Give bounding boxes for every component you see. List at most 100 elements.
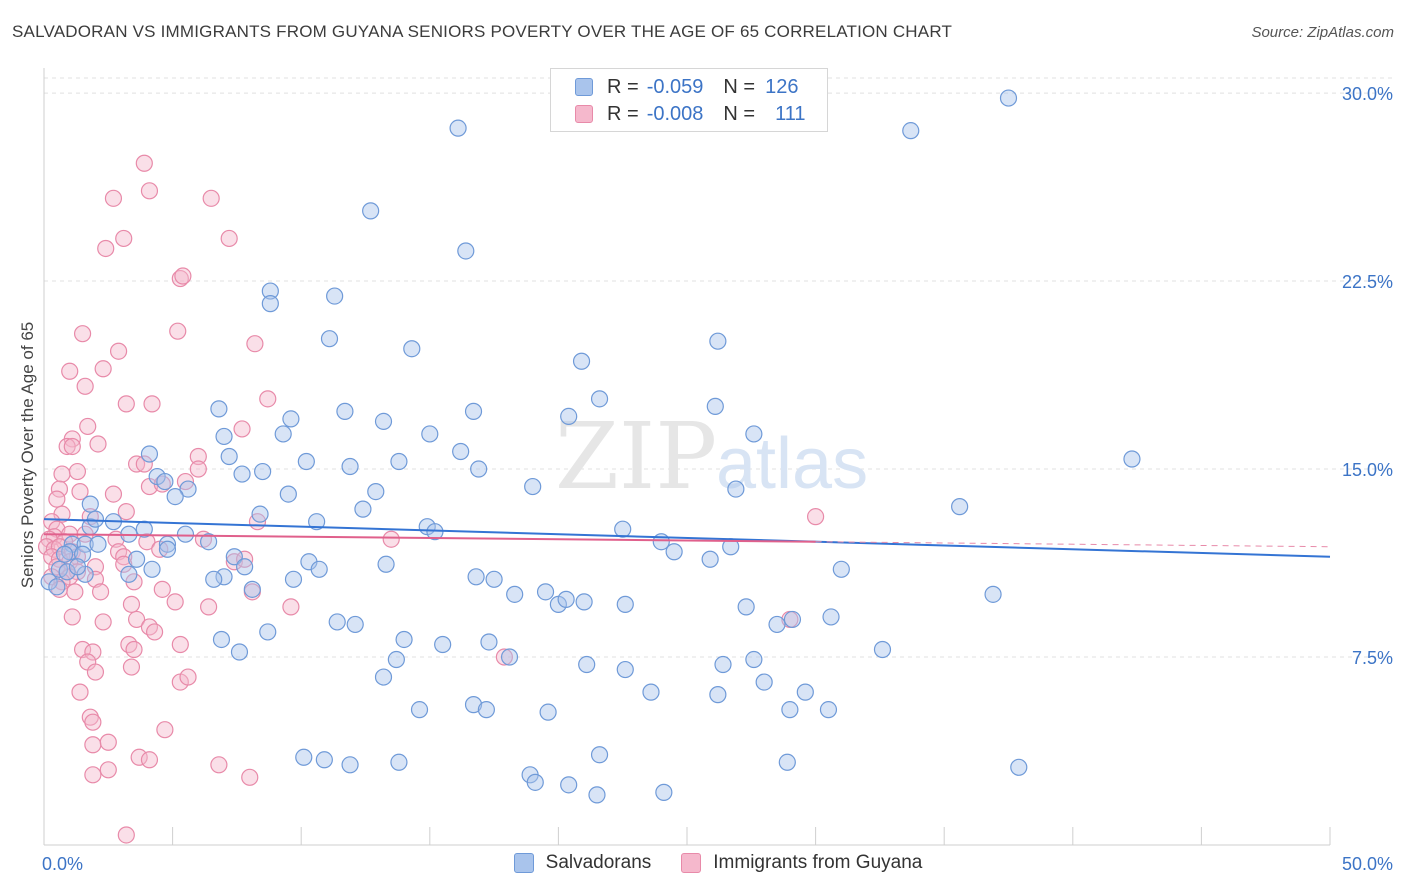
data-point <box>282 410 300 428</box>
data-point <box>179 480 197 498</box>
data-point <box>81 708 99 726</box>
data-point <box>212 630 231 649</box>
legend-swatch-pink <box>681 853 702 873</box>
x-tick-label-min: 0.0% <box>42 854 83 874</box>
data-point <box>616 660 634 679</box>
data-point <box>873 640 892 659</box>
legend-row-salvadorans: R = -0.059 N = 126 <box>575 74 798 100</box>
stats-legend: R = -0.059 N = 126 R = -0.008 N = 111 <box>550 68 828 132</box>
data-point <box>395 630 413 649</box>
data-point <box>215 568 233 586</box>
data-point <box>588 786 606 804</box>
data-point <box>94 360 112 378</box>
legend-label: Immigrants from Guyana <box>713 852 923 873</box>
series-legend: Salvadorans Immigrants from Guyana <box>0 852 1406 874</box>
legend-item-guyana[interactable]: Immigrants from Guyana <box>681 852 922 874</box>
data-point <box>73 325 92 343</box>
data-point <box>822 608 840 626</box>
data-point <box>140 751 159 769</box>
legend-n-value: 111 <box>775 102 806 125</box>
data-point <box>220 447 238 466</box>
data-point <box>86 570 105 588</box>
data-point <box>73 640 92 659</box>
data-point <box>506 585 524 603</box>
data-point <box>536 583 555 601</box>
legend-item-salvadorans[interactable]: Salvadorans <box>513 852 651 874</box>
data-point <box>706 397 724 415</box>
data-point <box>156 472 174 491</box>
data-point <box>495 648 513 666</box>
data-point <box>354 500 372 518</box>
data-point <box>158 540 177 558</box>
data-point <box>109 342 128 360</box>
data-point <box>714 655 732 674</box>
data-point <box>58 563 76 581</box>
data-point <box>326 287 344 305</box>
y-tick-label: 7.5% <box>1352 648 1393 668</box>
data-point <box>145 623 164 641</box>
data-point <box>590 746 609 764</box>
data-point <box>86 663 105 681</box>
salvadoran-points <box>40 89 1141 804</box>
data-point <box>374 412 393 431</box>
data-point <box>84 643 102 661</box>
legend-r-value: -0.008 <box>646 102 704 125</box>
data-point <box>745 650 763 669</box>
data-point <box>153 580 171 598</box>
data-point <box>68 558 87 576</box>
data-point <box>480 633 498 651</box>
data-point <box>117 503 135 521</box>
legend-r-value: -0.059 <box>646 75 704 98</box>
data-point <box>68 462 87 481</box>
data-point <box>48 558 66 576</box>
data-point <box>233 420 251 438</box>
data-point <box>140 445 159 463</box>
data-point <box>755 673 773 691</box>
watermark-zip: ZIP <box>555 403 717 510</box>
data-point <box>73 545 92 563</box>
data-point <box>320 330 339 348</box>
data-point <box>109 543 128 561</box>
data-point <box>200 598 218 616</box>
data-point <box>130 748 148 766</box>
data-point <box>135 154 153 172</box>
data-point <box>261 295 279 313</box>
data-point <box>274 425 292 443</box>
data-point <box>464 696 483 714</box>
data-point <box>140 182 159 200</box>
data-point <box>655 783 673 801</box>
data-point <box>768 615 786 634</box>
data-point <box>709 686 727 704</box>
data-point <box>449 119 467 137</box>
data-point <box>284 570 303 588</box>
data-point <box>143 395 161 413</box>
data-point <box>122 595 141 613</box>
data-point <box>71 482 89 501</box>
trend-lines <box>43 518 1331 558</box>
data-point <box>390 753 408 771</box>
data-point <box>127 610 146 629</box>
data-point <box>377 555 395 573</box>
data-point <box>560 776 578 794</box>
data-point <box>220 229 238 248</box>
data-point <box>254 462 272 481</box>
data-point <box>464 402 483 420</box>
data-point <box>166 593 184 611</box>
data-point <box>806 508 825 526</box>
data-point <box>819 701 838 719</box>
data-point <box>457 242 475 260</box>
data-point <box>53 465 71 483</box>
data-point <box>63 608 81 626</box>
data-point <box>341 457 359 476</box>
watermark: ZIP atlas <box>555 403 868 510</box>
tick-labels: 7.5% 15.0% 22.5% 30.0% 0.0% 50.0% <box>42 84 1393 874</box>
data-point <box>84 736 102 754</box>
data-point <box>665 543 683 561</box>
data-point <box>390 452 408 471</box>
y-tick-label: 30.0% <box>1342 84 1393 104</box>
data-point <box>89 435 107 453</box>
data-point <box>616 595 634 613</box>
data-point <box>346 615 364 634</box>
data-point <box>745 425 763 443</box>
